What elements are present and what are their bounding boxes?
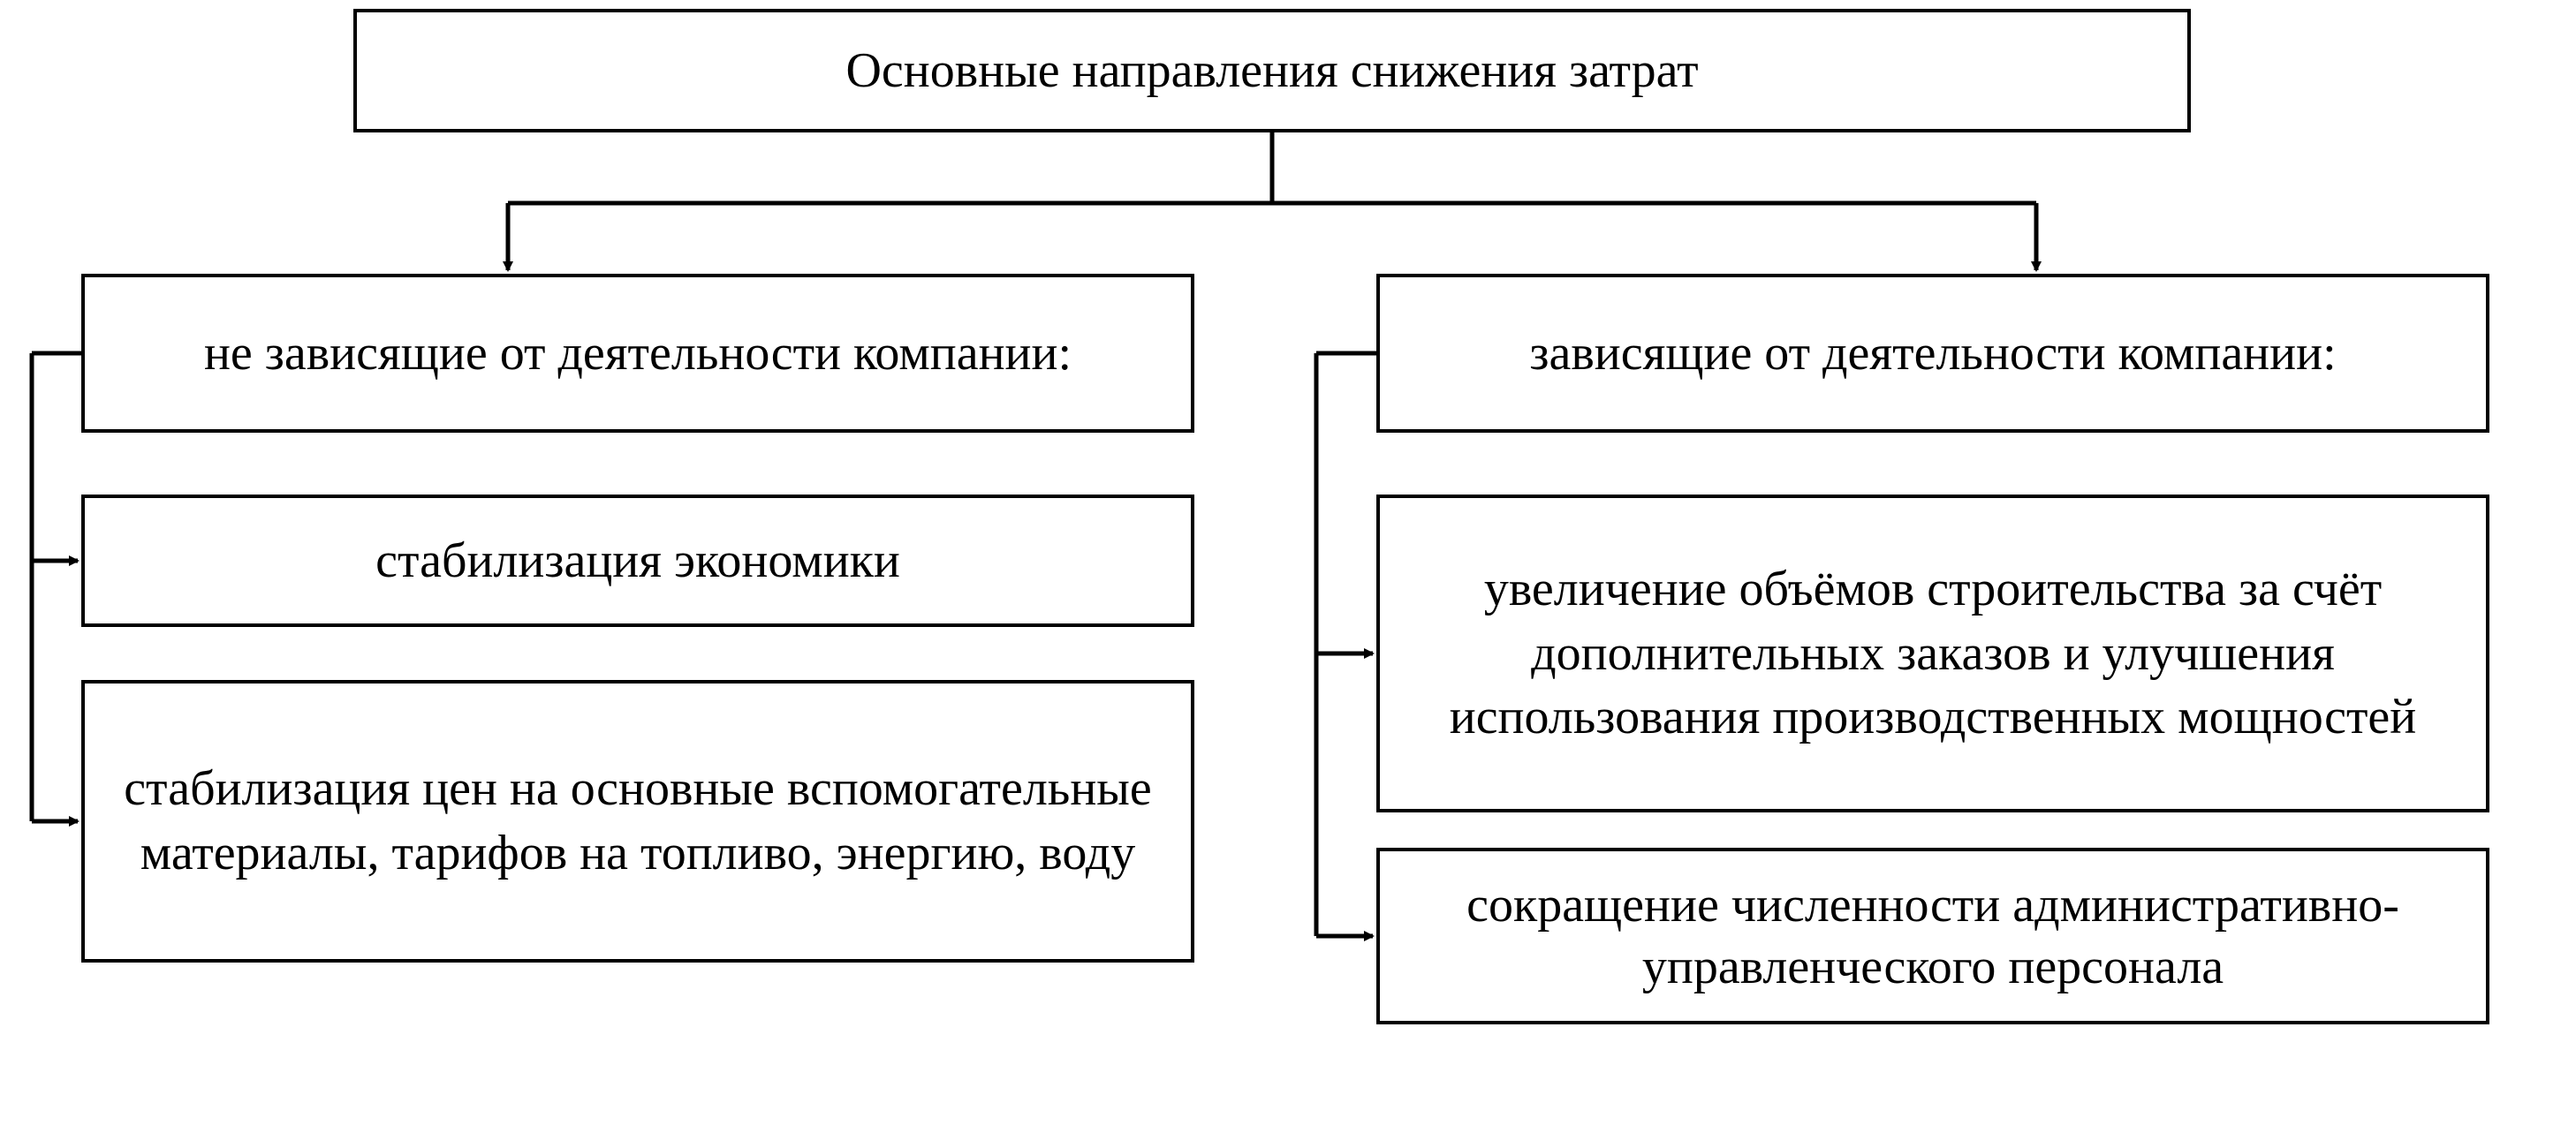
left-child1-box: стабилизация экономики — [81, 495, 1194, 627]
left-header-text: не зависящие от деятельности компании: — [204, 322, 1072, 384]
right-child1-text: увеличение объёмов строительства за счёт… — [1398, 557, 2468, 750]
left-child2-box: стабилизация цен на основные вспомогател… — [81, 680, 1194, 963]
left-header-box: не зависящие от деятельности компании: — [81, 274, 1194, 433]
right-header-box: зависящие от деятельности компании: — [1376, 274, 2489, 433]
left-child1-text: стабилизация экономики — [375, 532, 900, 589]
right-header-text: зависящие от деятельности компании: — [1529, 322, 2336, 384]
right-child2-text: сокращение численности административно-у… — [1398, 874, 2468, 998]
right-child1-box: увеличение объёмов строительства за счёт… — [1376, 495, 2489, 812]
right-child2-box: сокращение численности административно-у… — [1376, 848, 2489, 1024]
left-child2-text: стабилизация цен на основные вспомогател… — [102, 757, 1173, 886]
